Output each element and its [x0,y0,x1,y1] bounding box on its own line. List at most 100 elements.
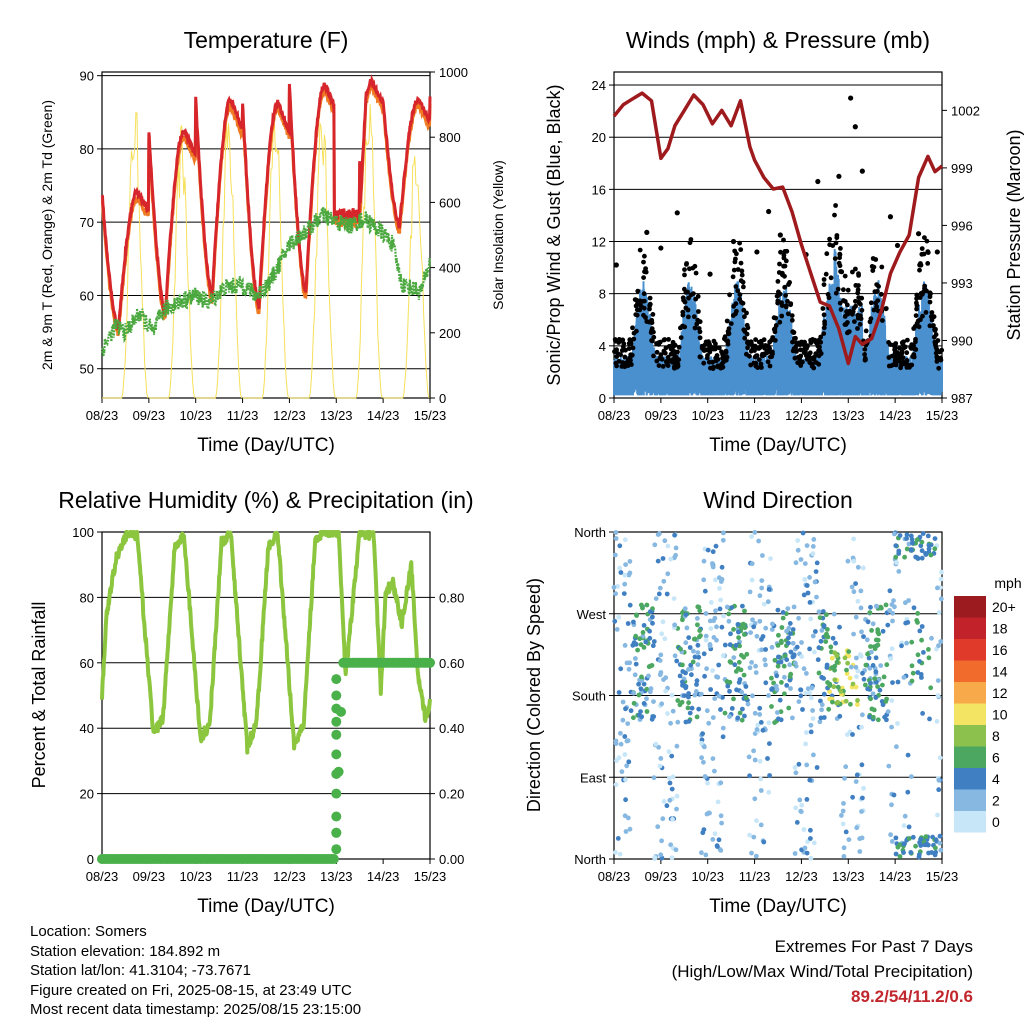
y-tick-label: 12 [592,235,606,250]
wind-direction-point [618,741,624,747]
wind-direction-point [627,826,633,832]
wind-direction-point [622,734,628,739]
gust-point [722,336,727,342]
wind-direction-point [631,715,636,721]
gust-point [934,359,940,364]
wind-direction-point [784,657,790,663]
wind-direction-point [918,836,924,842]
wind-direction-point [861,676,867,682]
gust-point [883,306,889,312]
gust-point [627,354,633,360]
gust-point [868,316,874,322]
wind-direction-point [788,686,793,691]
wind-direction-point [855,668,861,674]
gust-point [779,303,785,308]
wind-direction-point [667,780,673,786]
wind-direction-point [878,663,884,668]
gust-point [914,292,920,298]
wind-direction-point [818,715,824,721]
wind-direction-point [752,796,758,802]
wind-direction-point [660,816,666,822]
wind-direction-point [769,675,774,681]
wind-direction-point [835,684,841,690]
wind-direction-point [936,610,942,615]
wind-direction-point [714,637,719,643]
x-axis-title: Time (Day/UTC) [197,896,335,917]
gust-point [869,264,875,269]
gust-point [757,345,763,351]
gust-point [686,295,691,301]
wind-direction-point [875,717,881,723]
gust-point [656,363,662,368]
wind-direction-point [715,844,720,849]
wind-direction-point [763,662,768,668]
wind-direction-point [691,648,696,654]
wind-direction-point [740,706,745,712]
wind-direction-point [664,803,670,809]
wind-direction-point [790,627,796,632]
wind-direction-point [713,543,719,549]
wind-direction-point [793,660,798,666]
wind-direction-point [674,793,680,799]
wind-direction-point [729,605,735,610]
wind-direction-point [674,658,680,664]
wind-direction-point [818,698,823,704]
wind-direction-point [832,677,838,683]
extremes-box: Extremes For Past 7 Days (High/Low/Max W… [672,934,973,1009]
wind-direction-point [919,548,925,554]
wind-direction-point [854,825,860,831]
wind-direction-point [883,699,889,704]
gust-point [752,343,758,349]
gust-point [744,331,750,337]
wind-direction-point [670,774,676,780]
location-text: Location: Somers [30,923,147,940]
wind-direction-point [901,850,906,855]
wind-direction-point [814,560,820,566]
station-info: Location: Somers Station elevation: 184.… [30,922,361,1020]
wind-direction-point [843,764,849,770]
gust-point [862,352,867,357]
wind-direction-point [851,536,856,542]
wind-direction-point [929,850,934,855]
gust-point [807,360,813,366]
wind-direction-point [889,724,894,730]
wind-direction-point [669,692,675,698]
wind-direction-point [759,647,765,653]
x-tick-label: 11/23 [227,869,259,884]
gust-point [642,269,647,275]
gust-point [855,326,860,331]
wind-direction-point [710,668,715,673]
y-tick-label: 4 [599,339,606,354]
wind-direction-point [849,584,855,590]
wind-direction-point [819,628,825,633]
wind-direction-point [749,660,754,665]
wind-direction-point [813,569,819,574]
gust-point [804,356,810,362]
wind-direction-point [872,676,878,681]
wind-direction-point [762,657,768,663]
gust-point [782,284,788,290]
wind-direction-point [750,693,755,699]
wind-direction-point [651,639,657,644]
gust-point [731,303,736,309]
wind-direction-point [871,707,877,713]
wind-direction-point [616,755,622,761]
wind-direction-point [892,531,897,537]
wind-direction-point [657,763,663,769]
gust-point [899,349,905,355]
precip-point [331,811,342,822]
wind-direction-point [891,598,896,603]
gust-point [671,343,676,349]
gust-point [850,269,855,275]
gust-point [623,347,628,353]
wind-direction-point [673,552,678,558]
wind-direction-point [842,776,847,781]
gust-point [683,305,689,311]
y2-tick-label: 1002 [951,103,980,118]
wind-direction-point [622,643,628,648]
wind-direction-point [663,675,669,681]
wind-direction-point [666,775,672,781]
gust-point [924,238,930,244]
wind-direction-point [670,708,676,714]
plot-frame [101,71,431,399]
